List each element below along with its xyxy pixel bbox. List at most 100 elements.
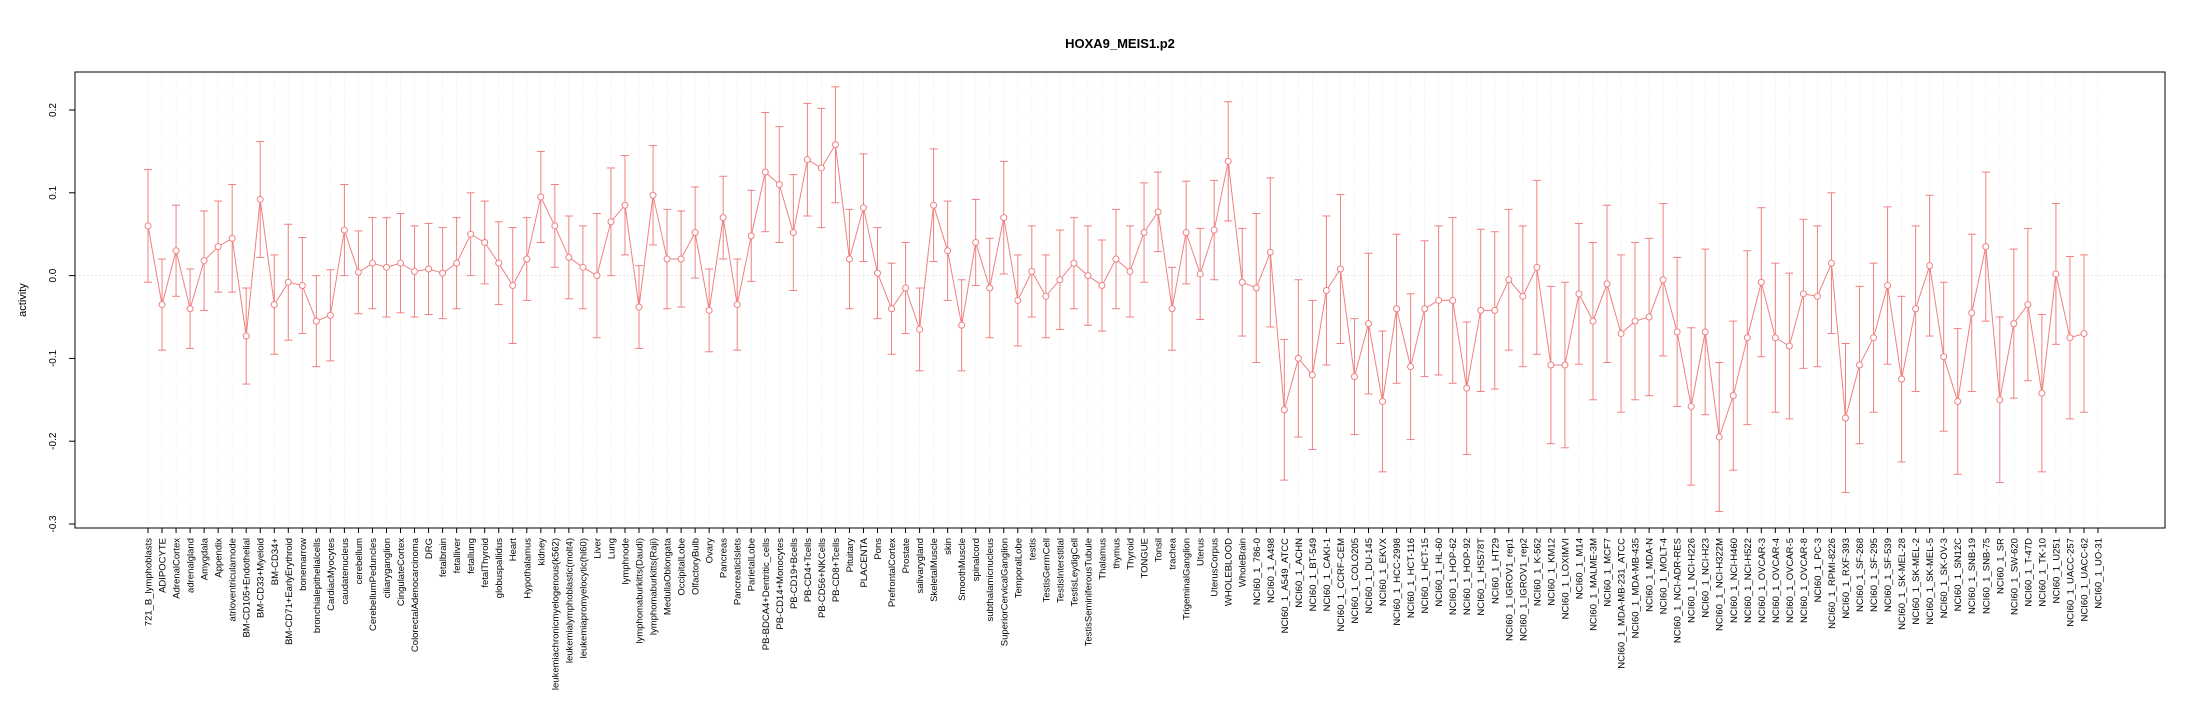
- x-tick-label: Uterus: [1196, 538, 1207, 566]
- data-point: [1996, 396, 2004, 404]
- data-point: [845, 255, 853, 263]
- data-point: [1799, 290, 1807, 298]
- x-tick-label: SuperiorCervicalGanglion: [999, 538, 1010, 646]
- data-point: [1757, 278, 1765, 286]
- x-tick-label: leukemiachronicmyelogenous(k562): [550, 538, 561, 690]
- x-tick-label: NCI60_1_HS578T: [1476, 538, 1487, 616]
- x-tick-label: NCI60_1_SK-MEL-5: [1925, 538, 1936, 625]
- data-point: [986, 284, 994, 292]
- x-tick-label: NCI60_1_COLO205: [1350, 538, 1361, 624]
- data-point: [1743, 334, 1751, 342]
- data-point: [593, 272, 601, 280]
- x-tick-label: skin: [943, 538, 954, 555]
- data-point: [1982, 243, 1990, 251]
- data-point: [200, 257, 208, 265]
- x-tick-label: NCI60_1_SK-MEL-28: [1897, 538, 1908, 630]
- chart-title: HOXA9_MEIS1.p2: [1065, 36, 1175, 51]
- x-tick-label: OlfactoryBulb: [691, 538, 702, 595]
- data-point: [1140, 229, 1148, 237]
- x-tick-label: thymus: [1111, 538, 1122, 569]
- data-point: [2010, 320, 2018, 328]
- x-tick-label: NCI60_1_NCI-H23: [1701, 538, 1712, 618]
- data-point: [1126, 267, 1134, 275]
- data-point: [803, 156, 811, 164]
- x-tick-label: NCI60_1_SW-620: [2009, 538, 2020, 615]
- x-tick-label: CardiacMyocytes: [326, 538, 337, 611]
- x-tick-label: trachea: [1168, 537, 1179, 569]
- x-tick-label: PB-CD14+Monocytes: [775, 538, 786, 630]
- x-tick-label: NCI60_1_A549_ATCC: [1280, 538, 1291, 634]
- x-axis: 721_B_lymphoblasts ADIPOCYTE AdrenalCortex…: [144, 528, 2105, 690]
- x-tick-label: NCI60_1_HCT-15: [1420, 538, 1431, 614]
- data-point: [859, 204, 867, 212]
- data-point: [1715, 433, 1723, 441]
- data-point: [1168, 305, 1176, 313]
- x-tick-label: adrenalgland: [186, 538, 197, 593]
- data-point: [1940, 353, 1948, 361]
- data-point: [1617, 330, 1625, 338]
- data-point: [1603, 280, 1611, 288]
- data-point: [1645, 313, 1653, 321]
- x-tick-label: testis: [1027, 538, 1038, 560]
- x-tick-label: NCI60_1_MDA-MB-231_ATCC: [1617, 538, 1628, 669]
- y-tick-label: -0.1: [48, 349, 59, 367]
- data-point: [523, 255, 531, 263]
- data-point: [1505, 276, 1513, 284]
- data-point: [1687, 402, 1695, 410]
- x-tick-label: AdrenalCortex: [172, 538, 183, 599]
- x-tick-label: PrefrontalCortex: [887, 538, 898, 607]
- data-point: [1182, 229, 1190, 237]
- data-point: [1435, 296, 1443, 304]
- x-tick-label: NCI60_1_NCI-H322M: [1715, 538, 1726, 631]
- data-point: [1042, 292, 1050, 300]
- data-point: [186, 305, 194, 313]
- y-tick-label: -0.2: [48, 432, 59, 450]
- data-point: [902, 284, 910, 292]
- data-point: [1575, 290, 1583, 298]
- data-point: [1014, 296, 1022, 304]
- x-tick-label: spinalcord: [971, 538, 982, 581]
- x-tick-label: NCI60_1_T-47D: [2023, 538, 2034, 607]
- x-tick-label: TemporalLobe: [1013, 538, 1024, 598]
- x-tick-label: NCI60_1_TK-10: [2037, 538, 2048, 607]
- x-tick-label: NCI60_1_OVCAR-5: [1785, 538, 1796, 623]
- data-point: [1954, 397, 1962, 405]
- x-tick-label: NCI60_1_HCC-2998: [1392, 538, 1403, 626]
- x-tick-label: Lung: [606, 538, 617, 559]
- data-point: [1336, 265, 1344, 273]
- x-tick-label: NCI60_1_SF-539: [1883, 538, 1894, 612]
- data-point: [747, 232, 755, 240]
- data-point: [242, 332, 250, 340]
- data-point: [944, 247, 952, 255]
- x-tick-label: MedullaOblongata: [663, 537, 674, 615]
- data-point: [340, 226, 348, 234]
- x-tick-label: NCI60_1_SF-295: [1869, 538, 1880, 612]
- data-point: [1210, 226, 1218, 234]
- data-point: [1926, 262, 1934, 270]
- x-tick-label: Hypothalamus: [522, 538, 533, 599]
- data-point: [382, 263, 390, 271]
- x-tick-label: PB-BDCA4+Dentritic_cells: [761, 538, 772, 650]
- x-tick-label: SmoothMuscle: [957, 538, 968, 601]
- x-tick-label: NCI60_1_MDA-MB-435: [1631, 538, 1642, 638]
- data-point: [579, 263, 587, 271]
- x-tick-label: fetalThyroid: [480, 538, 491, 588]
- x-tick-label: lymphomaburkitts(Daudi): [635, 538, 646, 644]
- x-tick-label: Heart: [508, 538, 519, 562]
- x-tick-label: NCI60_1_SN12C: [1953, 538, 1964, 612]
- x-tick-label: NCI60_1_OVCAR-3: [1757, 538, 1768, 623]
- x-tick-label: Prostate: [901, 538, 912, 573]
- x-tick-label: leukemiapromyelocytic(hl60): [578, 538, 589, 658]
- x-tick-label: NCI60_1_OVCAR-8: [1799, 538, 1810, 623]
- data-point: [1238, 278, 1246, 286]
- x-tick-label: NCI60_1_SK-OV-3: [1939, 538, 1950, 618]
- x-tick-label: BM-CD34+: [270, 538, 281, 586]
- data-point: [1098, 282, 1106, 290]
- x-tick-label: BM-CD71+EarlyErythroid: [284, 538, 295, 645]
- x-tick-label: NCI60_1_BT-549: [1308, 538, 1319, 611]
- data-point: [2080, 330, 2088, 338]
- x-tick-label: NCI60_1_EKVX: [1378, 537, 1389, 606]
- data-point: [256, 195, 264, 203]
- x-tick-label: NCI60_1_U251: [2051, 538, 2062, 604]
